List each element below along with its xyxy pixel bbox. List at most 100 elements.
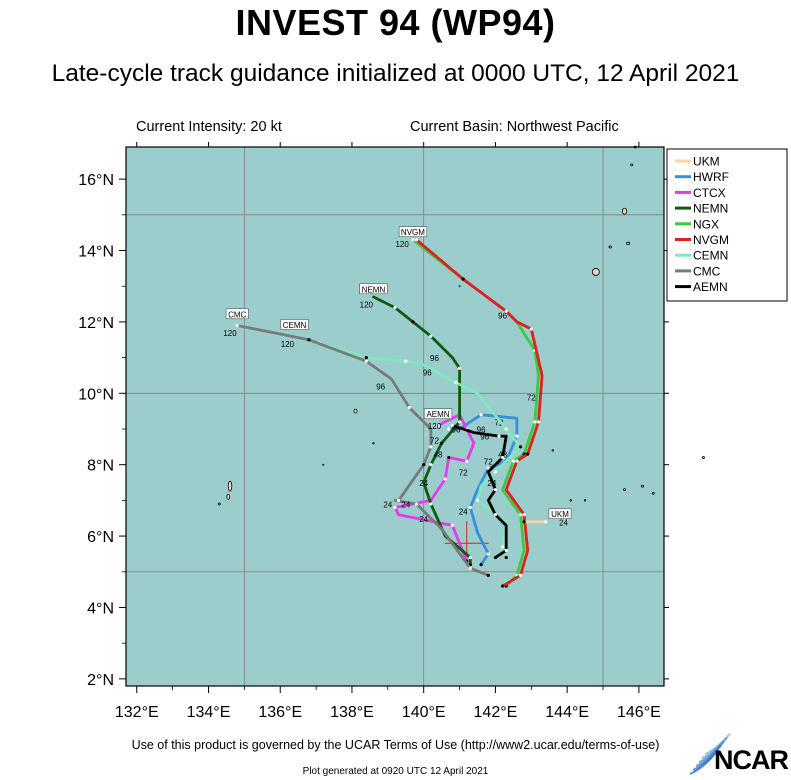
- model-tag-label: UKM: [551, 510, 569, 519]
- model-tag-cmc: CMC: [225, 308, 249, 320]
- track-point-icon: [429, 463, 433, 467]
- legend-item-hwrf: HWRF: [675, 170, 729, 184]
- legend-label: CMC: [693, 264, 721, 278]
- model-tag-box: [280, 319, 309, 330]
- island-icon: [591, 268, 600, 276]
- track-point-icon: [486, 552, 490, 556]
- forecast-hour-label: 120: [223, 329, 237, 338]
- track-cmc: 24 96 120: [223, 323, 490, 577]
- track-point-icon: [411, 238, 415, 242]
- forecast-hour-label: 24: [559, 518, 568, 527]
- forecast-hour-label: 96: [498, 311, 507, 320]
- track-point-icon: [468, 566, 472, 570]
- model-tag-label: NVGM: [401, 228, 425, 237]
- track-point-icon: [544, 520, 548, 524]
- track-nemn: 24 48 96 120: [360, 295, 472, 567]
- track-point-icon: [493, 513, 498, 517]
- land-islands: [217, 145, 705, 506]
- legend-label: AEMN: [693, 280, 728, 294]
- track-point-icon: [393, 505, 397, 510]
- legend-item-cemn: CEMN: [675, 249, 728, 263]
- island-icon: [626, 241, 631, 245]
- model-tag-nemn: NEMN: [359, 283, 388, 295]
- track-point-icon: [422, 463, 426, 467]
- track-nvgm: [414, 238, 544, 588]
- track-point-icon: [364, 359, 368, 363]
- legend-item-nemn: NEMN: [675, 202, 728, 216]
- x-tick-label: 140°E: [402, 704, 446, 721]
- track-point-icon: [414, 238, 419, 242]
- track-point-icon: [526, 452, 530, 456]
- model-tag-nvgm: NVGM: [398, 226, 428, 237]
- model-tag-box: [225, 308, 249, 320]
- model-tag-box: [423, 408, 453, 420]
- legend-label: UKM: [693, 155, 720, 169]
- ncar-logo: NCAR: [714, 745, 789, 775]
- track-point-icon: [511, 459, 515, 463]
- model-tag-ukm: UKM: [548, 508, 572, 519]
- island-icon: [608, 245, 612, 249]
- forecast-hour-label: 48: [434, 451, 443, 460]
- track-point-icon: [518, 445, 523, 449]
- track-line: [393, 413, 476, 563]
- forecast-hour-label: 72: [459, 468, 468, 477]
- track-point-icon: [447, 427, 451, 431]
- track-point-icon: [414, 502, 419, 506]
- forecast-hour-label: 96: [376, 383, 385, 392]
- track-point-icon: [475, 498, 480, 502]
- track-point-icon: [235, 323, 239, 328]
- model-tag-label: CEMN: [283, 321, 307, 330]
- forecast-hour-label: 24: [419, 479, 428, 488]
- track-point-icon: [450, 423, 454, 428]
- y-tick-label: 12°N: [78, 315, 114, 332]
- forecast-hour-label: 72: [527, 393, 536, 402]
- y-tick-label: 10°N: [78, 386, 114, 403]
- forecast-hour-label: 96: [477, 426, 486, 435]
- track-point-icon: [457, 420, 462, 424]
- track-point-icon: [407, 405, 411, 410]
- track-point-icon: [522, 520, 526, 524]
- island-icon: [621, 207, 628, 215]
- track-point-icon: [440, 441, 444, 445]
- x-tick-label: 142°E: [474, 704, 518, 721]
- track-point-icon: [468, 555, 472, 560]
- y-tick-label: 16°N: [78, 172, 114, 189]
- forecast-hour-label: 120: [360, 301, 374, 310]
- forecast-hour-label: 72: [430, 436, 439, 445]
- track-point-icon: [447, 455, 451, 460]
- track-point-icon: [501, 455, 505, 460]
- track-point-icon: [536, 420, 541, 424]
- track-point-icon: [457, 366, 462, 370]
- legend-item-ngx: NGX: [675, 217, 719, 231]
- track-point-icon: [493, 488, 498, 492]
- track-point-icon: [518, 513, 523, 517]
- model-tag-label: AEMN: [426, 410, 449, 419]
- model-tags: NVGM NEMN CMC CEMN AEMN UKM: [225, 226, 572, 519]
- legend-item-ukm: UKM: [675, 155, 720, 169]
- track-point-icon: [364, 356, 368, 360]
- y-tick-label: 2°N: [87, 672, 114, 689]
- track-point-icon: [450, 523, 454, 527]
- model-tag-box: [359, 283, 388, 295]
- legend-label: NEMN: [693, 202, 728, 216]
- track-point-icon: [411, 320, 415, 324]
- legend-label: CEMN: [693, 249, 728, 263]
- island-icon: [458, 285, 461, 288]
- model-tag-label: CMC: [228, 310, 246, 319]
- island-icon: [227, 480, 233, 492]
- model-tag-aemn: AEMN: [423, 408, 453, 420]
- legend-label: CTCX: [693, 186, 726, 200]
- forecast-hour-label: 96: [452, 426, 461, 435]
- model-tag-box: [398, 226, 428, 237]
- page-title: INVEST 94 (WP94): [235, 2, 556, 43]
- x-tick-label: 132°E: [115, 704, 159, 721]
- model-tag-box: [548, 508, 572, 519]
- model-tag-cemn: CEMN: [280, 319, 309, 330]
- island-icon: [630, 163, 634, 167]
- generated-timestamp: Plot generated at 0920 UTC 12 April 2021: [302, 766, 489, 777]
- track-point-icon: [479, 563, 483, 567]
- legend-item-cmc: CMC: [675, 264, 721, 278]
- legend-label: NVGM: [693, 233, 729, 247]
